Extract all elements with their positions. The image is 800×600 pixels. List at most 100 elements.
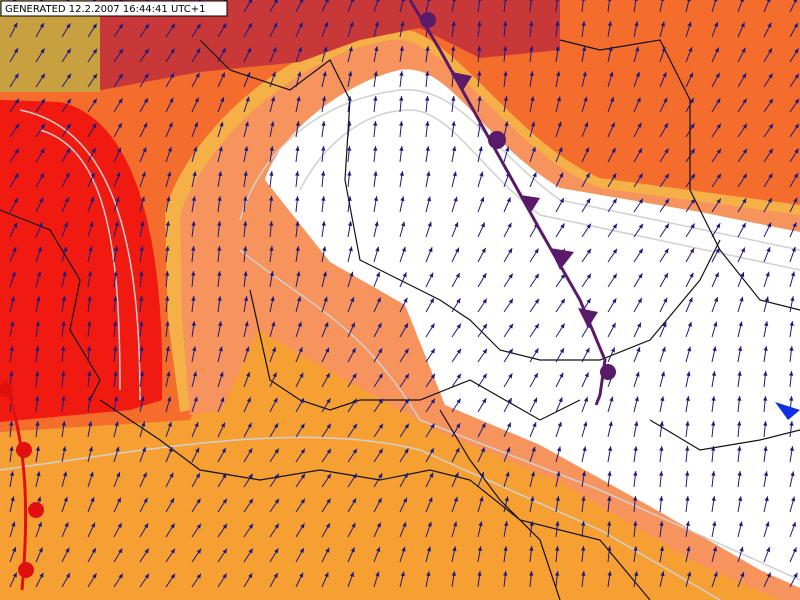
wind-arrow-head — [39, 572, 44, 578]
wind-arrow-head — [270, 121, 275, 127]
wind-arrow-head — [686, 0, 691, 2]
front-symbol — [550, 248, 574, 270]
wind-arrow-head — [555, 21, 560, 26]
wind-arrow-head — [686, 571, 692, 577]
wind-arrow-head — [14, 123, 20, 129]
wind-arrow-head — [12, 572, 17, 578]
wind-arrow-head — [9, 446, 14, 451]
wind-arrow-head — [741, 222, 746, 228]
wind-arrow-head — [375, 571, 380, 577]
wind-arrow-head — [581, 21, 586, 26]
wind-arrow-head — [373, 71, 378, 76]
wind-arrow-head — [247, 422, 252, 428]
wind-arrow-head — [222, 23, 227, 29]
wind-arrow-head — [300, 498, 305, 504]
wind-arrow-head — [195, 473, 200, 479]
wind-arrow-head — [660, 0, 665, 2]
front-symbol — [0, 383, 13, 397]
wind-arrow-head — [167, 421, 172, 427]
wind-arrow-head — [246, 397, 251, 403]
wind-arrow-head — [742, 148, 748, 154]
wind-arrow-head — [271, 71, 276, 77]
wind-arrow-head — [507, 248, 513, 254]
wind-arrow-head — [113, 296, 118, 301]
wind-arrow — [607, 0, 611, 13]
wind-arrow-head — [113, 346, 118, 351]
wind-arrow-head — [37, 246, 42, 252]
wind-arrow-head — [248, 498, 254, 504]
wind-arrow-head — [555, 571, 560, 576]
wind-arrow-head — [790, 296, 795, 302]
wind-arrow-head — [300, 523, 305, 529]
wind-arrow-head — [481, 247, 486, 253]
wind-arrow-head — [454, 472, 459, 478]
front-symbol — [16, 442, 32, 458]
wind-arrow-head — [764, 296, 769, 302]
front-symbol — [520, 195, 540, 214]
wind-arrow-head — [9, 346, 14, 351]
wind-arrow-head — [425, 146, 430, 151]
wind-arrow-head — [90, 172, 95, 178]
cold-front-symbol — [775, 402, 800, 420]
wind-arrow-head — [273, 397, 278, 403]
wind-arrow-head — [39, 173, 44, 179]
wind-arrow-head — [713, 297, 719, 302]
wind-arrow-head — [220, 422, 225, 428]
wind-arrow-head — [559, 372, 564, 378]
wind-arrow-head — [37, 521, 42, 527]
wind-arrow-head — [91, 522, 95, 528]
wind-arrow-head — [245, 346, 250, 352]
wind-arrow-head — [581, 521, 586, 526]
wind-arrow-head — [143, 122, 148, 128]
wind-arrow-head — [533, 373, 538, 379]
wind-arrow-head — [663, 297, 668, 303]
wind-arrow-head — [117, 122, 122, 128]
wind-arrow-head — [712, 521, 717, 527]
wind-arrow-head — [295, 146, 300, 151]
wind-arrow — [347, 0, 354, 13]
wind-arrow-head — [92, 98, 97, 104]
wind-arrow-head — [40, 48, 45, 54]
wind-arrow-head — [529, 71, 534, 76]
wind-arrow-head — [479, 171, 484, 177]
wind-arrow-head — [429, 472, 434, 478]
wind-arrow-head — [740, 22, 745, 28]
wind-arrow-head — [453, 496, 458, 502]
wind-arrow-head — [714, 272, 719, 278]
wind-arrow-head — [400, 21, 405, 27]
wind-arrow-head — [503, 0, 508, 1]
wind-arrow-head — [741, 47, 746, 53]
wind-arrow-head — [247, 23, 252, 29]
wind-arrow-head — [167, 146, 172, 152]
wind-arrow-head — [222, 473, 227, 479]
wind-arrow-head — [586, 198, 591, 204]
wind-arrow-head — [194, 422, 199, 428]
wind-arrow-head — [61, 346, 66, 351]
wind-arrow-head — [324, 0, 329, 3]
wind-arrow-head — [662, 322, 667, 328]
wind-arrow-head — [426, 171, 431, 177]
wind-arrow-head — [377, 497, 382, 503]
border — [199, 39, 721, 361]
wind-arrow-head — [534, 348, 539, 354]
wind-arrow-head — [10, 296, 15, 302]
wind-arrow-head — [767, 22, 772, 28]
wind-arrow-head — [65, 148, 71, 154]
wind-arrow-head — [711, 371, 717, 377]
wind-arrow-head — [219, 371, 224, 377]
wind-arrow-head — [9, 471, 15, 477]
wind-arrow-head — [113, 271, 118, 276]
wind-arrow-head — [191, 196, 197, 202]
wind-arrow-head — [451, 121, 456, 126]
wind-arrow-head — [116, 497, 121, 503]
wind-arrow-head — [451, 21, 456, 26]
wind-arrow-head — [166, 371, 171, 377]
wind-arrow-head — [191, 221, 196, 226]
wind-arrow-head — [87, 296, 92, 301]
wind-arrow-head — [373, 171, 378, 176]
wind-arrow-head — [113, 371, 118, 376]
wind-arrow-head — [430, 323, 435, 329]
wind-arrow-head — [40, 98, 46, 104]
wind-arrow-head — [508, 298, 513, 304]
wind-arrow-head — [611, 322, 616, 328]
